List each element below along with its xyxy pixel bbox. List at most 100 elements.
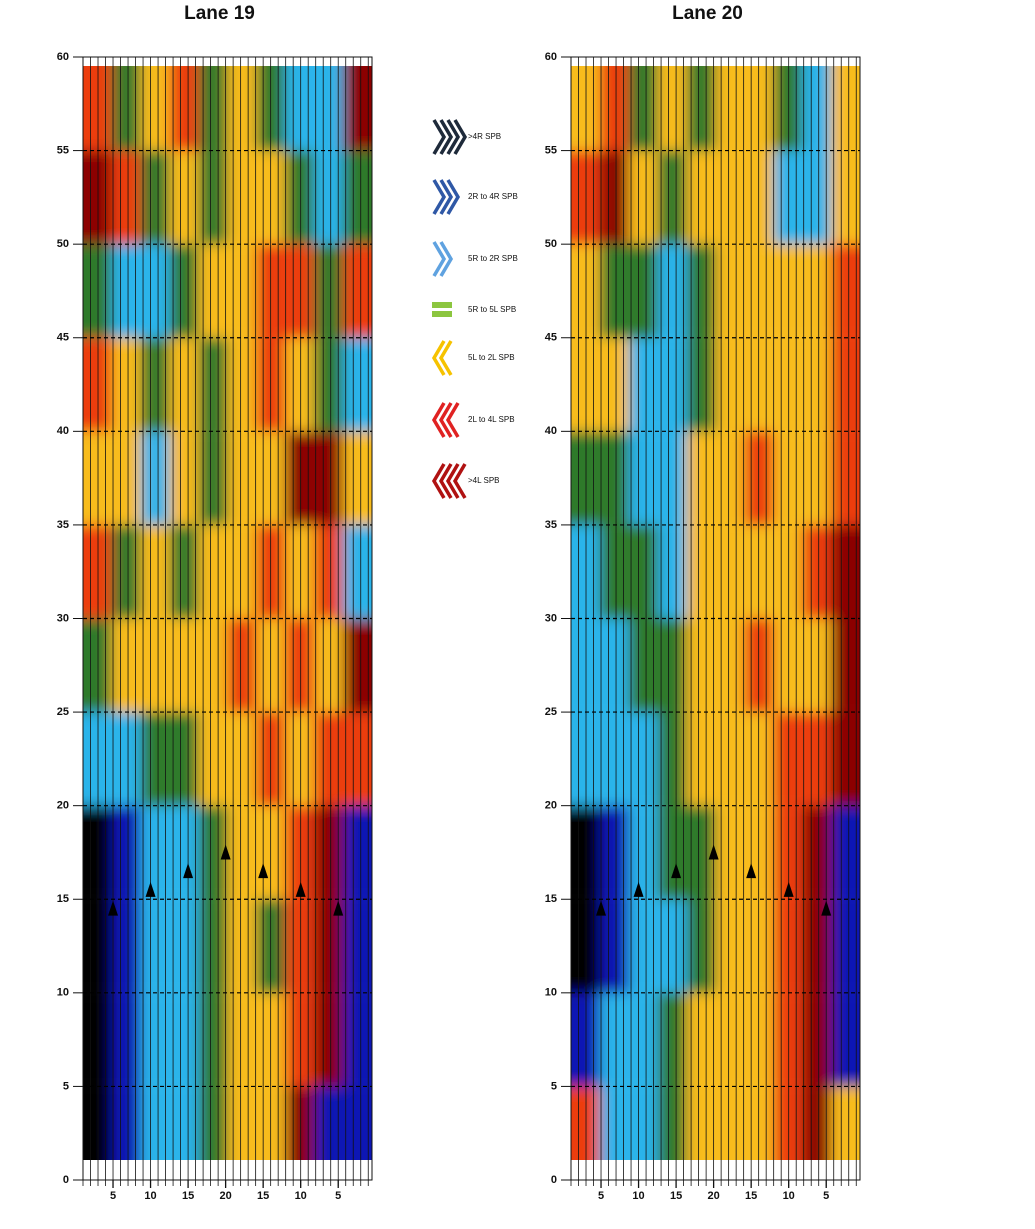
- heatmap-cell: [628, 1086, 658, 1160]
- y-tick-label: 35: [57, 519, 69, 531]
- heatmap-cell: [773, 618, 803, 713]
- heatmap-cell: [285, 524, 315, 619]
- arrow-marker: [746, 863, 757, 879]
- heatmap-cell: [773, 1086, 803, 1160]
- heatmap-cell: [628, 992, 658, 1087]
- heatmap-cell: [111, 805, 141, 900]
- heatmap-cell: [657, 992, 687, 1087]
- legend-symbol: [431, 402, 460, 438]
- legend-chevron: [431, 402, 446, 438]
- heatmap-cell: [227, 150, 257, 245]
- heatmap-cell: [657, 244, 687, 338]
- heatmap-cell: [599, 150, 629, 245]
- heatmap-cell: [657, 431, 687, 525]
- heatmap-cell: [599, 244, 629, 338]
- legend-chevron: [432, 119, 447, 155]
- legend-label: >4R SPB: [468, 132, 501, 141]
- heatmap-cell: [83, 244, 112, 338]
- legend-chevron: [445, 402, 460, 438]
- heatmap-group: [83, 66, 372, 1160]
- heatmap-cell: [773, 150, 803, 245]
- heatmap-cell: [599, 337, 629, 432]
- legend-bar: [432, 302, 452, 308]
- x-tick-label: 10: [295, 1190, 307, 1202]
- legend-chevron: [438, 463, 453, 499]
- heatmap-cell: [227, 244, 257, 338]
- arrow-marker: [220, 844, 231, 860]
- y-tick-label: 55: [57, 144, 69, 156]
- y-tick-label: 60: [57, 51, 69, 63]
- x-tick-label: 5: [598, 1190, 604, 1202]
- legend-chevron: [439, 119, 454, 155]
- heatmap-cell: [314, 805, 344, 900]
- heatmap-cell: [831, 992, 860, 1087]
- heatmap-cell: [169, 899, 199, 993]
- chart-title: Lane 19: [184, 3, 255, 24]
- legend-label: 2L to 4L SPB: [468, 415, 515, 424]
- legend-bar: [432, 311, 452, 317]
- heatmap-cell: [831, 524, 860, 619]
- heatmap-cell: [140, 899, 170, 993]
- heatmap-cell: [571, 431, 600, 525]
- heatmap-cell: [773, 524, 803, 619]
- heatmap-cell: [571, 337, 600, 432]
- heatmap-cell: [715, 712, 745, 806]
- legend-symbol: [431, 340, 453, 376]
- heatmap-cell: [831, 244, 860, 338]
- heatmap-cell: [83, 150, 112, 245]
- heatmap-cell: [285, 337, 315, 432]
- heatmap-cell: [571, 524, 600, 619]
- heatmap-cell: [773, 431, 803, 525]
- heatmap-cell: [715, 899, 745, 993]
- heatmap-cell: [314, 66, 344, 151]
- heatmap-cell: [169, 618, 199, 713]
- heatmap-cell: [571, 1086, 600, 1160]
- heatmap-cell: [571, 899, 600, 993]
- heatmap-cell: [628, 712, 658, 806]
- x-tick-label: 10: [632, 1190, 644, 1202]
- heatmap-cell: [628, 431, 658, 525]
- heatmap-cell: [628, 244, 658, 338]
- heatmap-cell: [227, 899, 257, 993]
- x-tick-label: 20: [219, 1190, 231, 1202]
- heatmap-cell: [343, 1086, 372, 1160]
- heatmap-cell: [831, 805, 860, 900]
- heatmap-cell: [715, 618, 745, 713]
- y-tick-label: 0: [551, 1174, 557, 1186]
- heatmap-cell: [314, 712, 344, 806]
- heatmap-cell: [802, 992, 832, 1087]
- heatmap-cell: [227, 66, 257, 151]
- legend-label: 5R to 5L SPB: [468, 305, 516, 314]
- heatmap-cell: [628, 150, 658, 245]
- heatmap-cell: [140, 805, 170, 900]
- legend-symbol: [432, 179, 461, 215]
- heatmap-cell: [599, 66, 629, 151]
- heatmap-cell: [599, 1086, 629, 1160]
- heatmap-cell: [169, 66, 199, 151]
- heatmap-cell: [227, 1086, 257, 1160]
- heatmap-cell: [773, 805, 803, 900]
- heatmap-cell: [571, 992, 600, 1087]
- heatmap-cell: [343, 805, 372, 900]
- y-tick-label: 60: [545, 51, 557, 63]
- heatmap-cell: [802, 805, 832, 900]
- x-tick-label: 5: [823, 1190, 829, 1202]
- x-tick-label: 15: [745, 1190, 757, 1202]
- heatmap-cell: [169, 337, 199, 432]
- heatmap-cell: [285, 618, 315, 713]
- heatmap-cell: [111, 712, 141, 806]
- heatmap-cell: [227, 337, 257, 432]
- y-tick-label: 45: [57, 332, 69, 344]
- heatmap-cell: [657, 337, 687, 432]
- legend-chevron: [445, 463, 460, 499]
- heatmap-cell: [343, 618, 372, 713]
- legend-chevron: [446, 119, 461, 155]
- heatmap-cell: [802, 524, 832, 619]
- heatmap-cell: [140, 524, 170, 619]
- heatmap-cell: [802, 712, 832, 806]
- heatmap-cell: [111, 66, 141, 151]
- heatmap-cell: [83, 992, 112, 1087]
- x-tick-label: 15: [182, 1190, 194, 1202]
- heatmap-cell: [111, 618, 141, 713]
- arrow-marker: [671, 863, 682, 879]
